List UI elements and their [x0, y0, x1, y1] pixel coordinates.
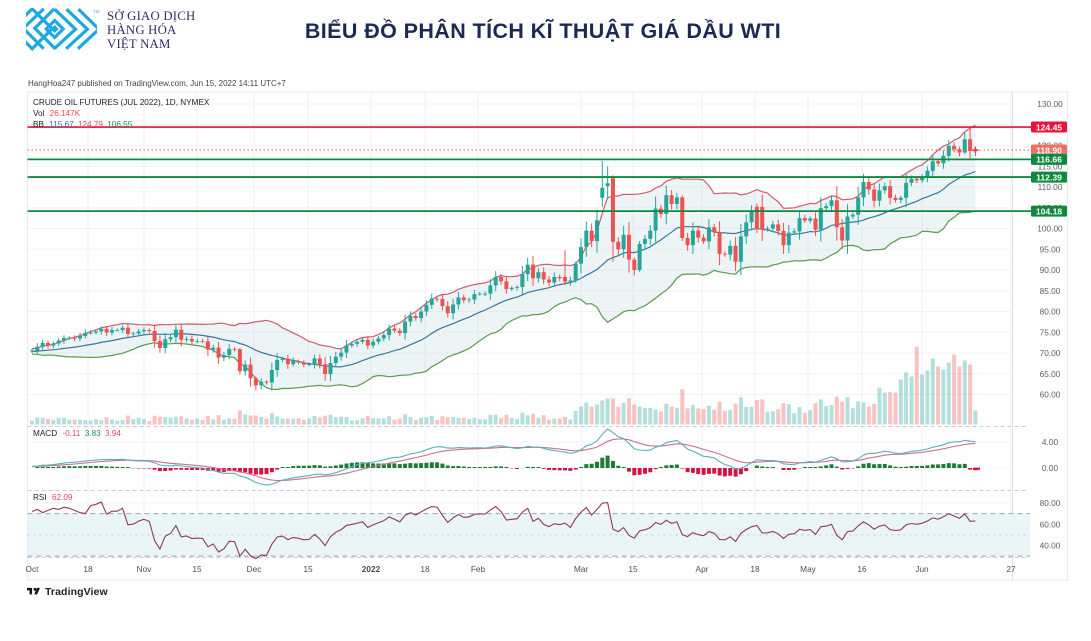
svg-text:112.39: 112.39	[1036, 172, 1062, 182]
svg-text:Vol 26.147K: Vol 26.147K	[33, 109, 81, 118]
svg-text:116.66: 116.66	[1036, 155, 1062, 165]
svg-text:110.00: 110.00	[1038, 182, 1063, 192]
svg-text:15: 15	[628, 564, 638, 574]
svg-text:90.00: 90.00	[1040, 265, 1061, 275]
svg-text:27: 27	[1006, 564, 1016, 574]
svg-text:118.90: 118.90	[1036, 145, 1062, 155]
svg-text:RSI 62.09: RSI 62.09	[33, 493, 73, 502]
svg-text:115.00: 115.00	[1038, 161, 1063, 171]
svg-text:2022: 2022	[362, 564, 381, 574]
svg-text:4.00: 4.00	[1042, 437, 1059, 447]
svg-text:Apr: Apr	[696, 564, 709, 574]
svg-text:18: 18	[750, 564, 760, 574]
svg-text:16: 16	[857, 564, 867, 574]
svg-text:40.00: 40.00	[1040, 541, 1061, 551]
svg-text:95.00: 95.00	[1040, 244, 1061, 254]
svg-text:Oct: Oct	[26, 564, 40, 574]
svg-text:60.00: 60.00	[1040, 390, 1061, 400]
svg-text:18: 18	[83, 564, 93, 574]
svg-text:85.00: 85.00	[1040, 286, 1061, 296]
svg-text:BB 115.67 124.79 106.55: BB 115.67 124.79 106.55	[33, 120, 133, 129]
svg-text:Mar: Mar	[574, 564, 589, 574]
svg-text:18: 18	[420, 564, 430, 574]
svg-text:60.00: 60.00	[1040, 519, 1061, 529]
svg-text:Nov: Nov	[137, 564, 153, 574]
svg-text:80.00: 80.00	[1040, 307, 1061, 317]
svg-text:104.18: 104.18	[1036, 206, 1063, 216]
svg-text:65.00: 65.00	[1040, 369, 1061, 379]
svg-text:Dec: Dec	[247, 564, 262, 574]
svg-text:Jun: Jun	[915, 564, 929, 574]
svg-text:CRUDE OIL FUTURES (JUL 2022),: CRUDE OIL FUTURES (JUL 2022), 1D, NYMEX	[33, 98, 210, 107]
svg-text:130.00: 130.00	[1037, 99, 1063, 109]
svg-text:May: May	[800, 564, 817, 574]
svg-text:124.45: 124.45	[1036, 122, 1063, 132]
svg-text:15: 15	[192, 564, 202, 574]
svg-text:MACD -0.11 3.83 3.94: MACD -0.11 3.83 3.94	[33, 429, 121, 438]
svg-text:Feb: Feb	[471, 564, 486, 574]
svg-text:70.00: 70.00	[1040, 348, 1061, 358]
svg-text:75.00: 75.00	[1040, 327, 1061, 337]
svg-text:100.00: 100.00	[1037, 224, 1063, 234]
svg-text:15: 15	[303, 564, 313, 574]
svg-text:0.00: 0.00	[1042, 463, 1059, 473]
svg-text:80.00: 80.00	[1040, 498, 1061, 508]
